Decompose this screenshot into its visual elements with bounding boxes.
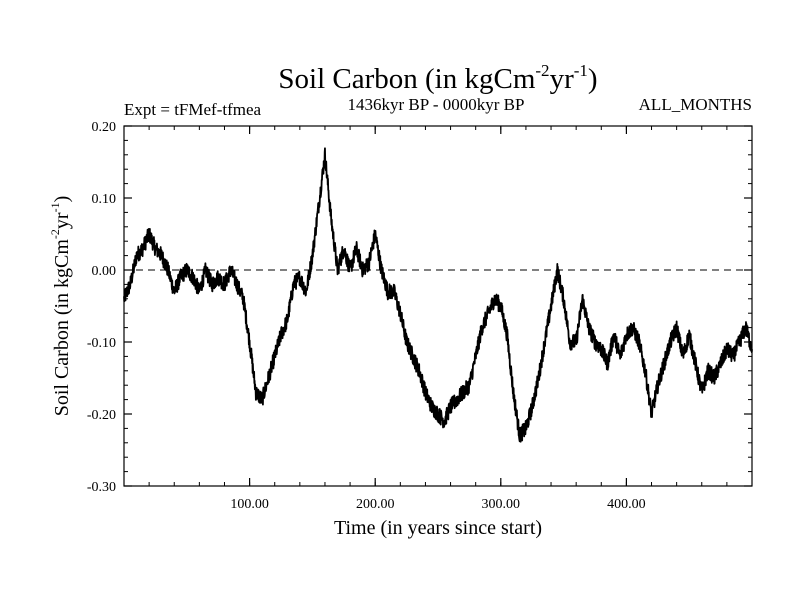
x-axis: 100.00 200.00 300.00 400.00	[123, 126, 753, 512]
x-tick-label: 100.00	[230, 497, 269, 512]
soil-carbon-series-line	[123, 147, 753, 443]
y-tick-label: -0.20	[87, 408, 116, 423]
x-axis-label: Time (in years since start)	[334, 517, 542, 539]
y-tick-label: -0.30	[87, 480, 116, 495]
experiment-label: Expt = tFMef-tfmea	[124, 100, 262, 119]
period-label: 1436kyr BP - 0000kyr BP	[348, 95, 525, 114]
chart-title: Soil Carbon (in kgCm-2yr-1)	[278, 61, 597, 95]
y-axis-label: Soil Carbon (in kgCm-2yr-1)	[48, 196, 73, 417]
plot-frame	[123, 125, 753, 487]
x-tick-label: 200.00	[356, 497, 395, 512]
y-tick-label: 0.00	[92, 264, 117, 279]
y-tick-label: 0.20	[92, 120, 117, 135]
y-tick-label: 0.10	[92, 192, 117, 207]
months-label: ALL_MONTHS	[639, 95, 752, 114]
y-axis: 0.20 0.10 0.00 -0.10 -0.20 -0.30	[87, 120, 752, 495]
x-tick-label: 400.00	[607, 497, 646, 512]
x-tick-label: 300.00	[482, 497, 521, 512]
y-tick-label: -0.10	[87, 336, 116, 351]
